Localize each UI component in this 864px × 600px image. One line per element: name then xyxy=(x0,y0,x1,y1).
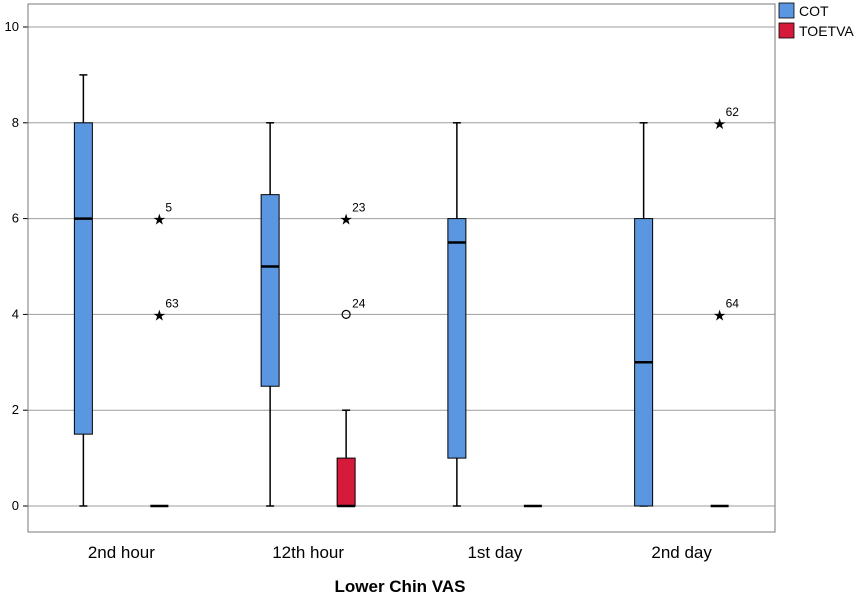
outlier-label: 24 xyxy=(352,296,366,310)
box-cot-2 xyxy=(447,122,467,507)
outlier-label: 23 xyxy=(352,201,366,215)
y-tick-label: 10 xyxy=(5,19,19,34)
legend-swatch-toetva xyxy=(778,22,795,39)
outlier-label: 64 xyxy=(726,296,740,310)
y-tick-label: 2 xyxy=(12,402,19,417)
plot-frame xyxy=(27,3,776,533)
box-toetva-3: ★62★64 xyxy=(710,105,740,508)
box-toetva-1: ★23 24 xyxy=(336,201,366,508)
iqr-box xyxy=(260,194,280,387)
legend-swatch-cot xyxy=(778,2,795,19)
x-category-label: 2nd day xyxy=(651,543,712,562)
y-tick-label: 0 xyxy=(12,498,19,513)
y-tick-label: 4 xyxy=(12,306,19,321)
iqr-box xyxy=(447,218,467,459)
box-cot-1 xyxy=(260,122,280,507)
outlier-label: 62 xyxy=(726,105,740,119)
legend-label-cot: COT xyxy=(799,3,829,19)
x-category-label: 2nd hour xyxy=(88,543,155,562)
box-toetva-0: ★5★63 xyxy=(150,201,179,508)
outlier-label: 5 xyxy=(165,201,172,215)
legend-label-toetva: TOETVA xyxy=(799,23,854,39)
legend: COT TOETVA xyxy=(778,2,854,39)
y-tick-label: 6 xyxy=(12,211,19,226)
iqr-box xyxy=(73,122,93,435)
y-tick-label: 8 xyxy=(12,115,19,130)
x-axis: 2nd hour 12th hour 1st day 2nd day xyxy=(88,543,713,562)
x-axis-title: Lower Chin VAS xyxy=(335,577,466,596)
x-category-label: 1st day xyxy=(467,543,522,562)
gridlines xyxy=(28,26,775,507)
extreme-marker: ★ xyxy=(713,115,726,133)
extreme-marker: ★ xyxy=(153,211,166,229)
extreme-marker: ★ xyxy=(153,306,166,324)
box-cot-3 xyxy=(634,122,654,507)
extreme-marker: ★ xyxy=(339,211,352,229)
box-cot-0 xyxy=(73,74,93,507)
extreme-marker: ★ xyxy=(713,306,726,324)
iqr-box xyxy=(336,457,356,507)
outlier-marker xyxy=(341,309,351,319)
outlier-label: 63 xyxy=(165,296,179,310)
x-category-label: 12th hour xyxy=(272,543,344,562)
